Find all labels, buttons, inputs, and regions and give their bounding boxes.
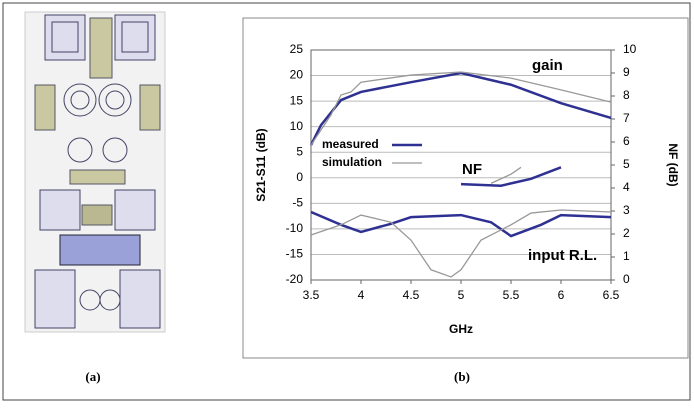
x-tick-label: 6.5: [603, 288, 620, 302]
x-tick-label: 4.5: [403, 288, 420, 302]
x-tick-label: 3.5: [303, 288, 320, 302]
y-tick-label: 25: [290, 42, 304, 56]
y2-tick-label: 7: [623, 111, 630, 125]
panel-border: [243, 18, 688, 358]
y2-tick-label: 8: [623, 88, 630, 102]
chip-layout: [25, 12, 165, 332]
caption: (a): [85, 369, 100, 384]
y-tick-label: 15: [290, 93, 304, 107]
y2-axis-label: NF (dB): [666, 143, 680, 186]
y-tick-label: -10: [286, 221, 304, 235]
y2-tick-label: 1: [623, 249, 630, 263]
y-axis-label: S21-S11 (dB): [254, 128, 268, 201]
annotation: input R.L.: [528, 247, 597, 264]
y2-tick-label: 4: [623, 180, 630, 194]
caption: (b): [454, 369, 470, 384]
y2-tick-label: 5: [623, 157, 630, 171]
x-axis-label: GHz: [449, 322, 473, 336]
y-tick-label: 5: [296, 144, 303, 158]
x-tick-label: 5: [458, 288, 465, 302]
annotation: NF: [462, 161, 482, 178]
y2-tick-label: 2: [623, 226, 630, 240]
y2-tick-label: 0: [623, 272, 630, 286]
y-tick-label: -20: [286, 272, 304, 286]
y2-tick-label: 6: [623, 134, 630, 148]
figure: (a) (b) -20 -15 -10 -5 0 5 10 15 20 25 0 1 2 3 4 5 6 7 8 9 1…: [0, 0, 694, 404]
x-tick-label: 4: [358, 288, 365, 302]
legend-label: simulation: [322, 155, 382, 169]
y2-tick-label: 10: [623, 42, 637, 56]
y-tick-label: -15: [286, 247, 304, 261]
x-tick-label: 5.5: [503, 288, 520, 302]
y-tick-label: 20: [290, 68, 304, 82]
y-tick-label: -5: [292, 196, 303, 210]
y2-tick-label: 9: [623, 65, 630, 79]
annotation: gain: [532, 57, 563, 74]
x-tick-label: 6: [558, 288, 565, 302]
y-tick-label: 10: [290, 119, 304, 133]
y2-tick-label: 3: [623, 203, 630, 217]
y-tick-label: 0: [296, 170, 303, 184]
legend-label: measured: [322, 137, 379, 151]
